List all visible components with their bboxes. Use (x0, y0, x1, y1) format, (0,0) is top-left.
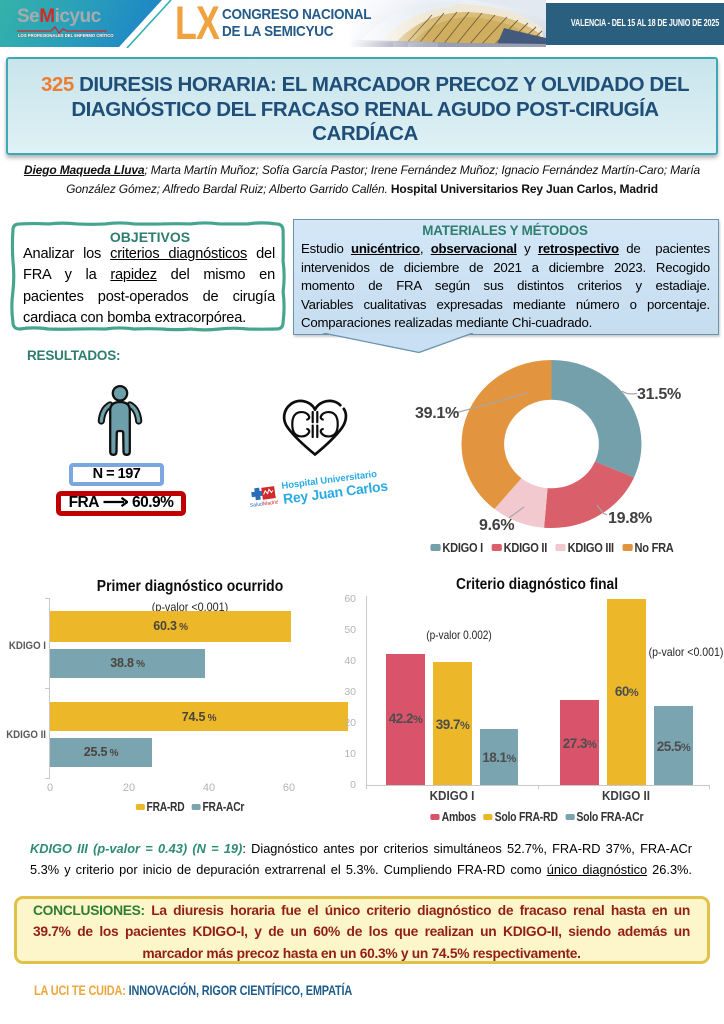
svg-text:SaludMadrid: SaludMadrid (250, 499, 278, 509)
